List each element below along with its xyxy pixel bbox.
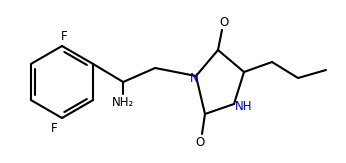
Text: O: O — [219, 15, 229, 29]
Text: NH₂: NH₂ — [112, 96, 134, 110]
Text: F: F — [51, 123, 57, 135]
Text: O: O — [195, 135, 204, 148]
Text: N: N — [190, 72, 198, 84]
Text: F: F — [61, 30, 67, 44]
Text: NH: NH — [235, 99, 253, 112]
